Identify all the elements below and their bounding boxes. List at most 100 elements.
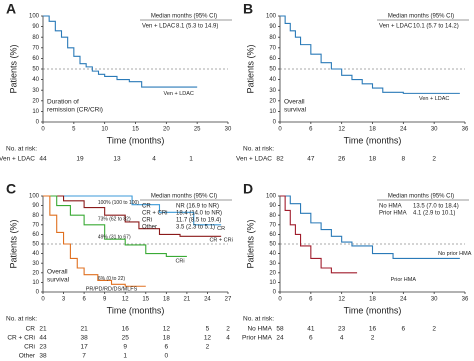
curve-label: CR <box>217 226 225 232</box>
at-risk-name: CR <box>26 326 36 333</box>
legend-median: 4.1 (2.9 to 10.1) <box>413 211 455 217</box>
y-tick-label: 90 <box>32 203 39 209</box>
y-tick-label: 60 <box>269 232 276 238</box>
y-tick-label: 40 <box>32 251 39 257</box>
y-axis-label: Patients (%) <box>245 44 255 93</box>
annotation: Overall <box>284 99 305 106</box>
x-tick-label: 30 <box>225 127 232 133</box>
x-tick-label: 20 <box>163 127 170 133</box>
y-tick-label: 60 <box>269 56 276 62</box>
x-tick-label: 18 <box>369 297 376 303</box>
km-curve <box>43 195 222 226</box>
curve-label: PR/PD/RD/DS/MLFS <box>86 287 138 293</box>
x-axis-label: Time (months) <box>344 305 402 315</box>
y-tick-label: 30 <box>269 88 276 94</box>
legend-name: Other <box>142 225 157 231</box>
curve-label: Prior HMA <box>391 277 417 283</box>
at-risk-count: 21 <box>80 326 88 333</box>
y-tick-label: 40 <box>32 77 39 83</box>
annotation: Overall <box>47 269 68 276</box>
x-tick-label: 0 <box>41 297 45 303</box>
at-risk-count: 38 <box>80 335 88 342</box>
y-tick-label: 70 <box>269 222 276 228</box>
km-curve <box>43 195 187 258</box>
annotation: Duration of <box>47 99 79 106</box>
legend-name: No HMA <box>379 204 402 210</box>
x-tick-label: 9 <box>103 297 107 303</box>
x-axis-label: Time (months) <box>344 135 402 145</box>
at-risk-count: 19 <box>76 156 84 163</box>
y-tick-label: 10 <box>269 109 276 115</box>
y-tick-label: 80 <box>32 213 39 219</box>
curve-label: No prior HMA <box>438 251 472 257</box>
y-tick-label: 20 <box>32 270 39 276</box>
at-risk-count: 4 <box>152 156 156 163</box>
x-tick-label: 12 <box>338 297 345 303</box>
at-risk-count: 23 <box>338 326 346 333</box>
x-tick-label: 3 <box>62 297 66 303</box>
x-tick-label: 18 <box>369 127 376 133</box>
x-tick-label: 21 <box>184 297 191 303</box>
x-tick-label: 12 <box>122 297 129 303</box>
at-risk-count: 2 <box>432 156 436 163</box>
at-risk-name: Ven + LDAC <box>236 156 272 163</box>
y-tick-label: 10 <box>269 280 276 286</box>
km-curve <box>43 15 198 88</box>
at-risk-count: 6 <box>309 335 313 342</box>
curve-label: Ven + LDAC <box>419 96 449 102</box>
at-risk-count: 26 <box>338 156 346 163</box>
at-risk-name: CR + CRi <box>7 335 35 342</box>
x-tick-label: 27 <box>225 297 232 303</box>
y-tick-label: 50 <box>32 67 39 73</box>
curve-note: 100% (100 to 100) <box>98 200 139 206</box>
y-tick-label: 10 <box>32 280 39 286</box>
y-tick-label: 20 <box>269 98 276 104</box>
y-tick-label: 20 <box>32 98 39 104</box>
legend-name: CR + CRi <box>142 211 168 217</box>
at-risk-title: No. at risk: <box>243 146 274 153</box>
at-risk-title: No. at risk: <box>6 146 37 153</box>
annotation: survival <box>47 277 70 284</box>
panel-label: A <box>6 1 16 17</box>
legend-median: 3.5 (2.3 to 5.1) <box>176 225 215 231</box>
at-risk-count: 0 <box>165 353 169 360</box>
y-tick-label: 100 <box>266 14 277 20</box>
x-tick-label: 24 <box>400 297 407 303</box>
curve-note: 49% (31 to 67) <box>98 235 131 241</box>
legend-median: NR (16.9 to NR) <box>176 204 219 210</box>
at-risk-count: 1 <box>123 353 127 360</box>
x-tick-label: 30 <box>431 297 438 303</box>
at-risk-count: 4 <box>340 335 344 342</box>
at-risk-count: 82 <box>276 156 284 163</box>
at-risk-count: 44 <box>39 335 47 342</box>
at-risk-count: 38 <box>39 353 47 360</box>
at-risk-count: 6 <box>165 344 169 351</box>
at-risk-count: 24 <box>276 335 284 342</box>
curve-note: 6% (0 to 22) <box>98 276 126 282</box>
y-tick-label: 0 <box>36 120 40 126</box>
at-risk-count: 2 <box>206 344 210 351</box>
legend-median: 18.4 (14.0 to NR) <box>176 211 222 217</box>
at-risk-count: 8 <box>402 156 406 163</box>
legend-title: Median months (95% CI) <box>388 194 454 200</box>
at-risk-name: Prior HMA <box>242 335 273 342</box>
at-risk-count: 2 <box>432 326 436 333</box>
legend-median: 13.5 (7.0 to 18.4) <box>413 204 459 210</box>
at-risk-count: 2 <box>226 326 230 333</box>
y-tick-label: 40 <box>269 77 276 83</box>
y-tick-label: 90 <box>32 24 39 30</box>
at-risk-count: 6 <box>402 326 406 333</box>
x-tick-label: 15 <box>132 127 139 133</box>
at-risk-name: CRi <box>24 344 35 351</box>
at-risk-count: 58 <box>276 326 284 333</box>
legend-median: 10.1 (5.7 to 14.2) <box>413 24 459 30</box>
y-tick-label: 70 <box>269 45 276 51</box>
x-axis-label: Time (months) <box>107 135 165 145</box>
y-tick-label: 40 <box>269 251 276 257</box>
y-tick-label: 80 <box>32 35 39 41</box>
at-risk-count: 12 <box>204 335 212 342</box>
panel-label: B <box>243 1 253 17</box>
legend-median: 8.1 (5.3 to 14.9) <box>176 24 218 30</box>
y-tick-label: 20 <box>269 270 276 276</box>
at-risk-count: 23 <box>39 344 47 351</box>
